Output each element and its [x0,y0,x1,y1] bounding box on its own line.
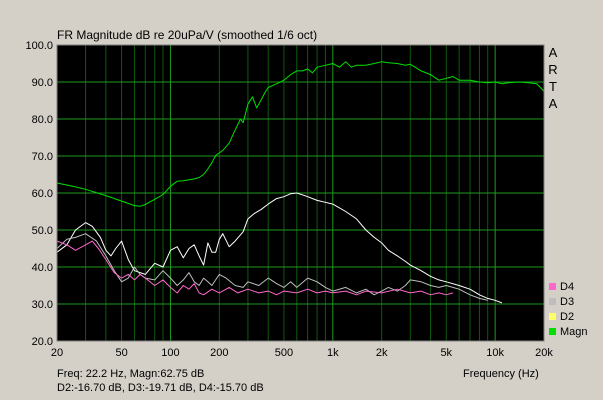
legend-swatch [549,328,556,335]
legend-label: D3 [560,296,574,308]
legend-label: Magn [560,326,588,338]
y-tick-labels: 20.0 30.0 40.0 50.0 60.0 70.0 80.0 90.0 100.0 [25,40,53,348]
y-tick-label: 60.0 [32,188,53,200]
series-line-magn [56,61,545,207]
legend-swatch [549,283,556,290]
y-tick-label: 50.0 [32,225,53,237]
y-tick-label: 20.0 [32,336,53,348]
legend: D4 D3 D2 Magn [549,281,588,338]
arta-letter: A [549,45,558,60]
x-tick-label: 500 [275,347,293,359]
legend-label: D4 [560,281,574,293]
arta-letter: A [549,96,558,111]
x-tick-label: 20k [535,347,553,359]
y-tick-label: 80.0 [32,114,53,126]
y-tick-label: 30.0 [32,299,53,311]
legend-label: D2 [560,311,574,323]
x-tick-label: 10k [486,347,504,359]
arta-letter: T [549,79,557,94]
x-tick-label: 100 [161,347,179,359]
grid [57,45,544,341]
x-tick-label: 1k [327,347,339,359]
x-axis-label: Frequency (Hz) [463,368,539,380]
legend-swatch [549,298,556,305]
x-tick-labels: 20 50 100 200 500 1k 2k 5k 10k 20k [51,347,553,359]
series-lines [56,61,545,304]
plot-frame [56,44,545,342]
y-tick-label: 40.0 [32,262,53,274]
x-tick-label: 2k [376,347,388,359]
y-tick-label: 70.0 [32,151,53,163]
chart-title: FR Magnitude dB re 20uPa/V (smoothed 1/6… [57,28,317,42]
series-line-d2 [56,192,503,304]
x-tick-label: 50 [115,347,127,359]
arta-letter: R [548,62,557,77]
legend-swatch [549,313,556,320]
status-distortion: D2:-16.70 dB, D3:-19.71 dB, D4:-15.70 dB [57,382,264,394]
x-tick-label: 20 [51,347,63,359]
status-freq-magn: Freq: 22.2 Hz, Magn:62.75 dB [57,368,205,380]
series-line-d3 [56,233,488,301]
x-tick-label: 200 [210,347,228,359]
x-tick-label: 5k [440,347,452,359]
series-line-d4 [56,240,454,296]
y-tick-label: 100.0 [25,40,53,52]
y-tick-label: 90.0 [32,77,53,89]
